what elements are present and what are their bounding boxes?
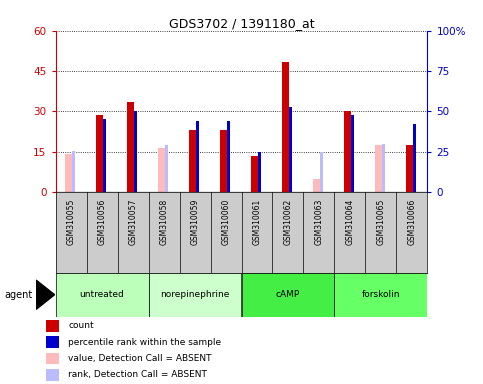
Bar [46, 353, 59, 364]
Bar [46, 336, 59, 348]
Bar [412, 124, 416, 192]
Bar [56, 273, 149, 317]
Bar [320, 152, 323, 192]
Polygon shape [36, 280, 55, 310]
Bar [382, 144, 384, 192]
Bar [71, 151, 75, 192]
Bar [158, 148, 165, 192]
Bar [189, 130, 196, 192]
Text: GSM310055: GSM310055 [67, 199, 75, 245]
Text: GSM310061: GSM310061 [253, 199, 261, 245]
Text: agent: agent [5, 290, 33, 300]
Text: untreated: untreated [80, 290, 125, 299]
Bar [375, 145, 382, 192]
Bar [134, 111, 137, 192]
Bar [97, 115, 103, 192]
Text: GSM310065: GSM310065 [376, 199, 385, 245]
Text: GSM310062: GSM310062 [284, 199, 293, 245]
Text: GSM310063: GSM310063 [314, 199, 324, 245]
Text: GSM310056: GSM310056 [98, 199, 107, 245]
Bar [252, 156, 258, 192]
Bar [351, 115, 354, 192]
Bar [103, 119, 106, 192]
Text: GSM310066: GSM310066 [408, 199, 416, 245]
Text: GSM310058: GSM310058 [159, 199, 169, 245]
Bar [149, 273, 242, 317]
Bar [46, 369, 59, 381]
Bar [242, 273, 334, 317]
Text: norepinephrine: norepinephrine [160, 290, 230, 299]
Bar [165, 145, 168, 192]
Text: rank, Detection Call = ABSENT: rank, Detection Call = ABSENT [69, 370, 207, 379]
Text: GSM310057: GSM310057 [128, 199, 138, 245]
Bar [344, 111, 351, 192]
Bar [406, 145, 413, 192]
Bar [283, 61, 289, 192]
Text: GSM310064: GSM310064 [345, 199, 355, 245]
Text: GSM310059: GSM310059 [190, 199, 199, 245]
Bar [66, 154, 72, 192]
Bar [334, 273, 427, 317]
Text: value, Detection Call = ABSENT: value, Detection Call = ABSENT [69, 354, 212, 363]
Text: percentile rank within the sample: percentile rank within the sample [69, 338, 222, 347]
Text: GSM310060: GSM310060 [222, 199, 230, 245]
Bar [46, 320, 59, 332]
Bar [128, 102, 134, 192]
Bar [313, 179, 320, 192]
Bar [220, 130, 227, 192]
Text: count: count [69, 321, 94, 330]
Bar [227, 121, 230, 192]
Text: cAMP: cAMP [276, 290, 300, 299]
Bar [196, 121, 199, 192]
Bar [289, 106, 292, 192]
Text: forskolin: forskolin [362, 290, 400, 299]
Text: GDS3702 / 1391180_at: GDS3702 / 1391180_at [169, 17, 314, 30]
Bar [257, 152, 261, 192]
